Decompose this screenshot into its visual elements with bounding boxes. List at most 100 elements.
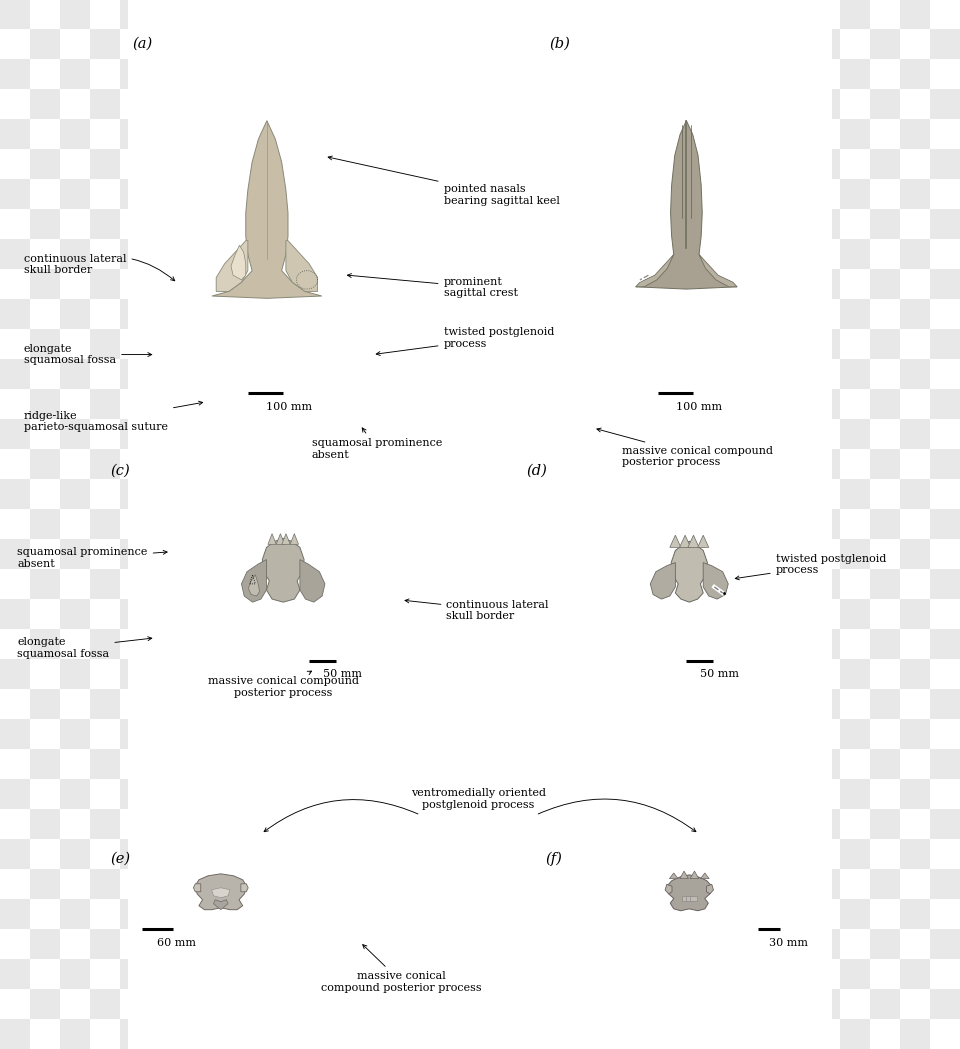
Bar xyxy=(60,1019,90,1049)
Text: 100 mm: 100 mm xyxy=(266,402,312,412)
Bar xyxy=(30,629,60,659)
Bar xyxy=(30,419,60,449)
Bar xyxy=(900,1019,930,1049)
Polygon shape xyxy=(669,873,678,879)
Bar xyxy=(0,419,30,449)
Text: (a): (a) xyxy=(132,37,153,50)
Polygon shape xyxy=(231,245,246,280)
Text: squamosal prominence
absent: squamosal prominence absent xyxy=(312,428,443,459)
Bar xyxy=(60,0,90,29)
Bar xyxy=(30,329,60,359)
Bar xyxy=(930,689,960,719)
Bar xyxy=(870,269,900,299)
Bar xyxy=(840,779,870,809)
Bar xyxy=(120,929,150,959)
Bar xyxy=(840,839,870,869)
Bar xyxy=(120,89,150,119)
Bar xyxy=(0,809,30,839)
Bar xyxy=(128,0,832,1049)
Polygon shape xyxy=(636,255,674,286)
Bar xyxy=(930,1019,960,1049)
Bar xyxy=(840,569,870,599)
Bar xyxy=(0,779,30,809)
Bar xyxy=(120,659,150,689)
Bar xyxy=(90,209,120,239)
Bar xyxy=(930,449,960,479)
Bar xyxy=(30,179,60,209)
Bar xyxy=(870,809,900,839)
Bar xyxy=(930,479,960,509)
Bar xyxy=(60,479,90,509)
Bar xyxy=(840,599,870,629)
Polygon shape xyxy=(195,874,247,909)
Bar xyxy=(30,209,60,239)
Bar xyxy=(870,359,900,389)
Bar xyxy=(30,779,60,809)
Bar xyxy=(840,989,870,1019)
Bar xyxy=(60,779,90,809)
Bar xyxy=(840,119,870,149)
Bar xyxy=(60,659,90,689)
Bar xyxy=(30,479,60,509)
Bar xyxy=(60,29,90,59)
Bar xyxy=(30,449,60,479)
Bar xyxy=(120,569,150,599)
Polygon shape xyxy=(685,896,693,901)
Bar xyxy=(840,1019,870,1049)
Bar xyxy=(810,239,840,269)
Bar xyxy=(0,719,30,749)
Bar xyxy=(870,389,900,419)
Text: elongate
squamosal fossa: elongate squamosal fossa xyxy=(17,637,152,659)
Bar xyxy=(840,509,870,539)
Bar xyxy=(120,629,150,659)
Bar xyxy=(30,509,60,539)
Bar xyxy=(30,1019,60,1049)
Bar xyxy=(930,599,960,629)
Bar xyxy=(90,929,120,959)
Bar xyxy=(60,899,90,929)
Bar xyxy=(810,629,840,659)
Bar xyxy=(870,509,900,539)
Bar xyxy=(90,599,120,629)
Bar xyxy=(840,389,870,419)
Bar xyxy=(60,869,90,899)
Polygon shape xyxy=(242,559,267,602)
Bar xyxy=(900,779,930,809)
Bar xyxy=(30,0,60,29)
Bar xyxy=(840,329,870,359)
Polygon shape xyxy=(707,884,713,894)
Bar xyxy=(30,899,60,929)
Bar xyxy=(30,599,60,629)
Bar xyxy=(840,239,870,269)
Bar xyxy=(120,989,150,1019)
Bar xyxy=(930,389,960,419)
Polygon shape xyxy=(680,535,690,548)
Text: pointed nasals
bearing sagittal keel: pointed nasals bearing sagittal keel xyxy=(328,156,560,206)
Bar xyxy=(930,869,960,899)
Bar xyxy=(810,89,840,119)
Bar xyxy=(810,209,840,239)
Bar xyxy=(900,809,930,839)
Bar xyxy=(840,209,870,239)
Text: squamosal prominence
absent: squamosal prominence absent xyxy=(17,548,167,569)
Bar xyxy=(90,629,120,659)
Bar xyxy=(60,689,90,719)
Polygon shape xyxy=(680,871,688,879)
Bar xyxy=(30,299,60,329)
Bar xyxy=(0,119,30,149)
Bar xyxy=(810,1019,840,1049)
Bar xyxy=(900,299,930,329)
Bar xyxy=(60,59,90,89)
Bar xyxy=(60,959,90,989)
Bar xyxy=(30,929,60,959)
Bar xyxy=(810,149,840,179)
Bar xyxy=(120,29,150,59)
Bar xyxy=(870,749,900,779)
Bar xyxy=(870,299,900,329)
Bar xyxy=(870,419,900,449)
Text: massive conical
compound posterior process: massive conical compound posterior proce… xyxy=(321,945,482,992)
Bar xyxy=(30,989,60,1019)
Polygon shape xyxy=(213,900,228,909)
Bar xyxy=(930,719,960,749)
Bar xyxy=(60,989,90,1019)
